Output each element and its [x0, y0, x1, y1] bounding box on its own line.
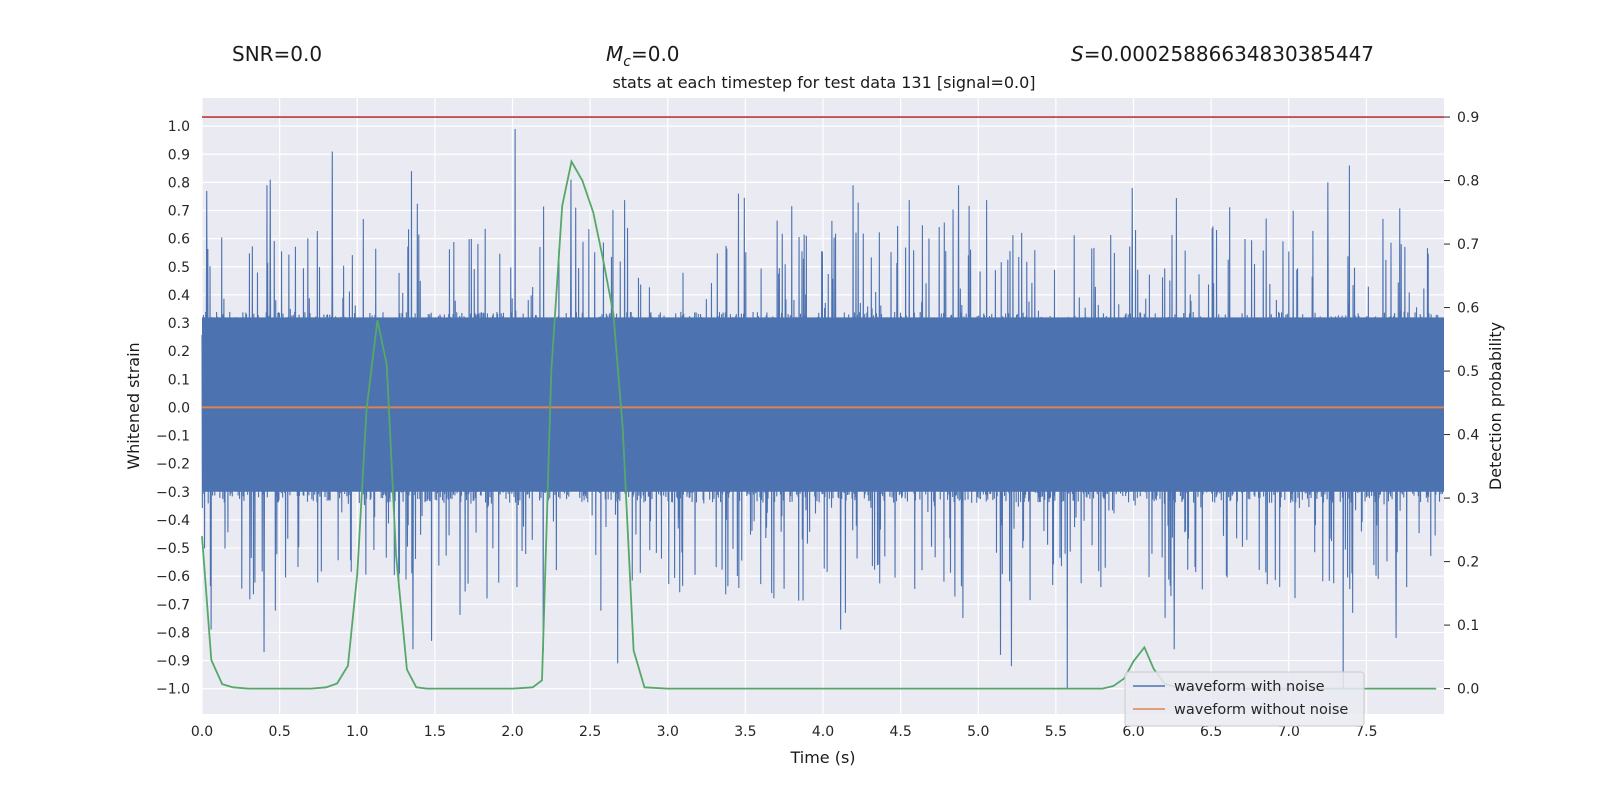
y-axis-label: Whitened strain	[124, 342, 143, 469]
x-tick-label: 1.0	[346, 724, 368, 740]
overlay-curves	[201, 116, 1444, 690]
x-tick-label: 2.0	[501, 724, 523, 740]
y-axis-ticks: 1.0 0.9 0.8 0.7 0.6 0.5 0.4 0.3 0.2 0.1 0.0 −0.1 −0.…	[156, 119, 190, 698]
detection-probability-line	[201, 159, 1437, 690]
legend-label-clean: waveform without noise	[1174, 702, 1348, 718]
y2-tick-label: 0.9	[1457, 110, 1479, 126]
s-symbol: S	[1071, 42, 1084, 66]
x-tick-label: 5.0	[967, 724, 989, 740]
chirp-mass-symbol: M	[606, 42, 623, 66]
x-tick-label: 0.5	[268, 724, 290, 740]
snr-stat: SNR=0.0	[232, 42, 322, 66]
y2-tick-label: 0.3	[1457, 491, 1479, 507]
x-tick-label: 4.5	[889, 724, 911, 740]
y-tick-label: −1.0	[156, 682, 190, 698]
x-tick-label: 4.0	[812, 724, 834, 740]
y2-tick-label: 0.0	[1457, 682, 1479, 698]
x-tick-label: 3.0	[657, 724, 679, 740]
x-tick-label: 6.0	[1122, 724, 1144, 740]
x-tick-label: 3.5	[734, 724, 756, 740]
x-tick-label: 5.5	[1045, 724, 1067, 740]
y2-tick-label: 0.5	[1457, 364, 1479, 380]
y-tick-label: −0.6	[156, 569, 190, 585]
y-tick-label: 1.0	[168, 119, 190, 135]
y2-tick-label: 0.1	[1457, 618, 1479, 634]
x-tick-label: 1.5	[424, 724, 446, 740]
x-tick-label: 7.0	[1278, 724, 1300, 740]
y2-tick-label: 0.2	[1457, 555, 1479, 571]
y-tick-label: 0.4	[168, 288, 190, 304]
x-tick-label: 0.0	[191, 724, 213, 740]
legend: waveform with noise waveform without noi…	[1124, 671, 1365, 727]
noise-core-band	[202, 317, 1444, 492]
s-value: =0.00025886634830385447	[1084, 42, 1374, 66]
chirp-mass-subscript: c	[623, 54, 631, 70]
s-stat: S=0.00025886634830385447	[1071, 42, 1374, 66]
legend-box	[1124, 671, 1365, 727]
y2-tick-label: 0.4	[1457, 428, 1479, 444]
chirp-mass-value: =0.0	[631, 42, 680, 66]
y-tick-label: −0.3	[156, 485, 190, 501]
y2-tick-label: 0.8	[1457, 174, 1479, 190]
legend-label-noise: waveform with noise	[1174, 679, 1325, 695]
x-tick-label: 6.5	[1200, 724, 1222, 740]
y-tick-label: 0.5	[168, 260, 190, 276]
x-tick-label: 2.5	[579, 724, 601, 740]
y2-axis-ticks: 0.9 0.8 0.7 0.6 0.5 0.4 0.3 0.2 0.1 0.0	[1444, 110, 1479, 698]
y-tick-label: −0.4	[156, 513, 190, 529]
chart-title: stats at each timestep for test data 131…	[612, 73, 1035, 92]
x-axis-label: Time (s)	[789, 748, 855, 767]
y-tick-label: 0.3	[168, 316, 190, 332]
y-tick-label: −0.9	[156, 654, 190, 670]
y-tick-label: −0.2	[156, 457, 190, 473]
y2-axis-label: Detection probability	[1486, 322, 1505, 490]
y-tick-label: 0.7	[168, 204, 190, 220]
y2-tick-label: 0.6	[1457, 301, 1479, 317]
y-tick-label: −0.5	[156, 541, 190, 557]
x-axis-ticks: 0.0 0.5 1.0 1.5 2.0 2.5 3.0 3.5 4.0 4.5 5.0 5.5 6.0 6…	[191, 724, 1378, 740]
y-tick-label: −0.8	[156, 625, 190, 641]
waveform-with-noise-series	[201, 128, 1444, 689]
y-tick-label: 0.8	[168, 175, 190, 191]
chirp-mass-stat: Mc=0.0	[606, 42, 680, 70]
y-tick-label: −0.1	[156, 429, 190, 445]
y-tick-label: 0.1	[168, 372, 190, 388]
y2-tick-label: 0.7	[1457, 237, 1479, 253]
x-tick-label: 7.5	[1355, 724, 1377, 740]
y-tick-label: 0.2	[168, 344, 190, 360]
y-tick-label: −0.7	[156, 597, 190, 613]
y-tick-label: 0.0	[168, 400, 190, 416]
y-tick-label: 0.6	[168, 232, 190, 248]
y-tick-label: 0.9	[168, 147, 190, 163]
